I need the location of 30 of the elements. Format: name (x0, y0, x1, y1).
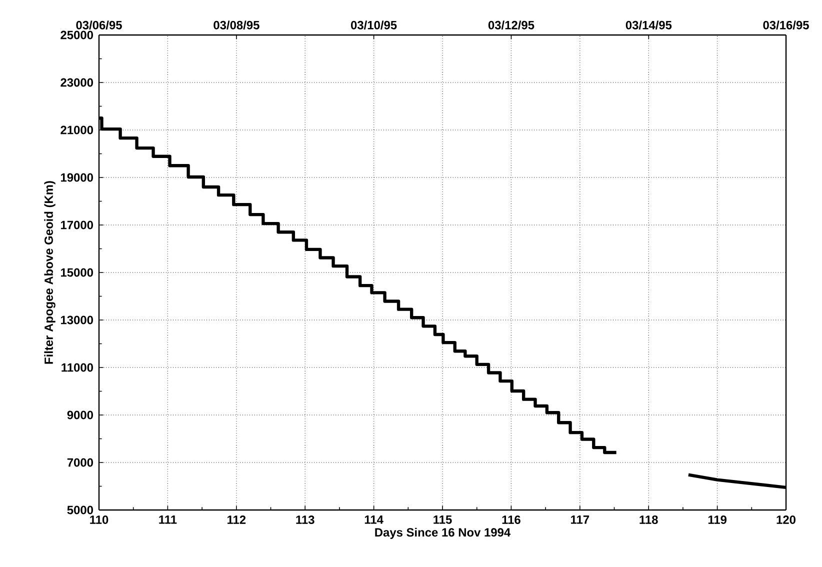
x-tick-label: 112 (228, 516, 246, 524)
y-tick-label: 23000 (60, 78, 93, 87)
y-tick-label: 19000 (60, 173, 93, 182)
y-tick-label: 25000 (60, 30, 93, 40)
y-tick-label: 7000 (67, 458, 93, 467)
x2-tick-label: 03/10/95 (350, 20, 397, 30)
y-tick-label: 15000 (60, 268, 93, 277)
y-tick-label: 11000 (62, 363, 93, 372)
x-tick-label: 120 (776, 516, 796, 524)
x-tick-label: 118 (640, 516, 658, 524)
x2-tick-label: 03/06/95 (76, 20, 122, 30)
x-tick-label: 115 (434, 516, 452, 524)
y-tick-label: 21000 (60, 126, 93, 134)
x-tick-label: 110 (90, 516, 108, 524)
y-axis-title: Filter Apogee Above Geoid (Km) (44, 181, 56, 364)
x-tick-label: 114 (364, 516, 384, 524)
y-tick-label: 5000 (67, 506, 93, 514)
x2-tick-label: 03/12/95 (488, 20, 534, 30)
y-tick-label: 17000 (60, 220, 93, 230)
x-tick-label: 111 (159, 516, 177, 524)
x-tick-label: 117 (571, 516, 590, 524)
x-tick-label: 113 (296, 516, 314, 524)
x-axis-title: Days Since 16 Nov 1994 (375, 528, 511, 539)
y-tick-label: 13000 (60, 316, 93, 324)
x-tick-label: 116 (502, 516, 520, 524)
x-tick-label: 119 (708, 516, 726, 524)
x2-tick-label: 03/08/95 (214, 20, 260, 30)
x2-tick-label: 03/16/95 (763, 20, 809, 30)
x2-tick-label: 03/14/95 (626, 20, 672, 30)
y-tick-label: 9000 (67, 410, 93, 420)
